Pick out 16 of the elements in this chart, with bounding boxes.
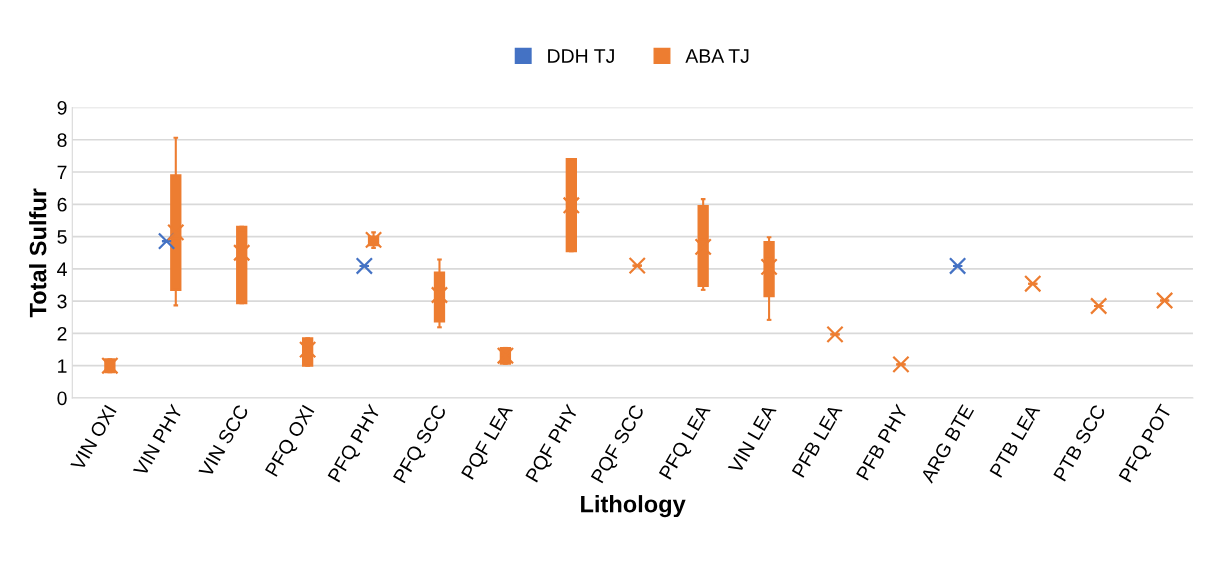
x-axis-title: Lithology [581, 495, 686, 518]
y-tick-label: 5 [57, 230, 67, 244]
y-tick-label: 3 [57, 294, 67, 309]
y-tick-label: 7 [57, 165, 67, 180]
y-tick-label: 1 [58, 359, 67, 373]
y-tick-label: 0 [57, 391, 67, 406]
x-tick-label: VIN OXI [70, 404, 117, 472]
y-tick-label: 2 [57, 326, 67, 341]
y-tick-label: 6 [57, 197, 67, 212]
y-axis-title: Total Sulfur [29, 188, 47, 318]
y-tick-label: 8 [57, 133, 67, 147]
legend-label: ABA TJ [685, 49, 749, 63]
y-tick-label: 9 [57, 100, 67, 115]
y-tick-label: 4 [57, 262, 67, 276]
legend-label: DDH TJ [548, 49, 614, 63]
x-tick-label: VIN LEA [727, 403, 777, 475]
